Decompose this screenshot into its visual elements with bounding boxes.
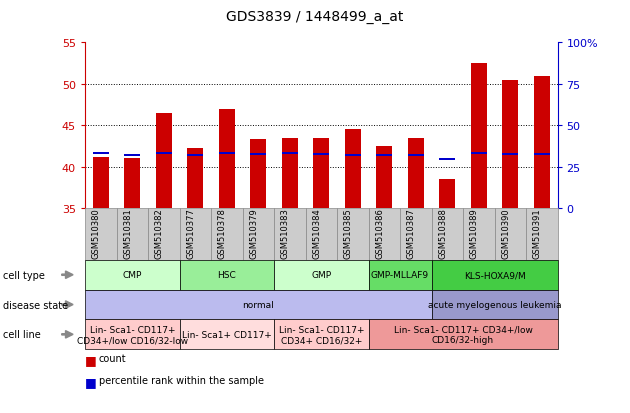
Text: GSM510384: GSM510384: [312, 207, 321, 258]
Text: GSM510385: GSM510385: [344, 207, 353, 258]
Text: GSM510387: GSM510387: [407, 207, 416, 258]
Bar: [313, 138, 329, 209]
Text: cell type: cell type: [3, 270, 45, 280]
Text: GSM510377: GSM510377: [186, 207, 195, 258]
Text: CMP: CMP: [123, 271, 142, 280]
Text: ■: ■: [85, 375, 97, 388]
Bar: [250, 140, 266, 209]
Bar: [313, 154, 329, 156]
Bar: [93, 153, 109, 155]
Text: GSM510388: GSM510388: [438, 207, 447, 258]
Bar: [188, 154, 203, 157]
Bar: [439, 159, 455, 161]
Bar: [219, 153, 234, 155]
Bar: [345, 154, 360, 157]
Bar: [408, 138, 423, 209]
Text: GSM510390: GSM510390: [501, 208, 510, 258]
Bar: [376, 154, 392, 157]
Bar: [502, 154, 518, 156]
Text: GSM510380: GSM510380: [92, 207, 101, 258]
Bar: [534, 154, 549, 156]
Text: normal: normal: [243, 300, 274, 309]
Text: GSM510389: GSM510389: [470, 207, 479, 258]
Text: HSC: HSC: [217, 271, 236, 280]
Text: Lin- Sca1+ CD117+: Lin- Sca1+ CD117+: [182, 330, 272, 339]
Bar: [345, 130, 360, 209]
Text: GMP-MLLAF9: GMP-MLLAF9: [371, 271, 429, 280]
Text: GSM510386: GSM510386: [375, 207, 384, 258]
Text: GSM510379: GSM510379: [249, 207, 258, 258]
Bar: [534, 76, 549, 209]
Bar: [93, 157, 109, 209]
Bar: [502, 81, 518, 209]
Text: cell line: cell line: [3, 330, 41, 339]
Bar: [282, 138, 297, 209]
Bar: [156, 153, 171, 155]
Bar: [408, 154, 423, 157]
Text: Lin- Sca1- CD117+
CD34+ CD16/32+: Lin- Sca1- CD117+ CD34+ CD16/32+: [278, 325, 364, 344]
Bar: [125, 154, 140, 157]
Text: GSM510378: GSM510378: [218, 207, 227, 258]
Bar: [250, 154, 266, 156]
Text: Lin- Sca1- CD117+ CD34+/low
CD16/32-high: Lin- Sca1- CD117+ CD34+/low CD16/32-high: [394, 325, 532, 344]
Bar: [471, 153, 486, 155]
Text: KLS-HOXA9/M: KLS-HOXA9/M: [464, 271, 525, 280]
Bar: [219, 109, 234, 209]
Text: disease state: disease state: [3, 300, 68, 310]
Bar: [125, 159, 140, 209]
Text: GSM510383: GSM510383: [281, 207, 290, 258]
Text: percentile rank within the sample: percentile rank within the sample: [99, 375, 264, 385]
Bar: [282, 153, 297, 155]
Text: GSM510381: GSM510381: [123, 207, 132, 258]
Bar: [188, 149, 203, 209]
Text: GMP: GMP: [311, 271, 331, 280]
Text: acute myelogenous leukemia: acute myelogenous leukemia: [428, 300, 561, 309]
Bar: [471, 64, 486, 209]
Bar: [156, 114, 171, 209]
Text: count: count: [99, 354, 127, 363]
Text: GSM510382: GSM510382: [155, 207, 164, 258]
Text: ■: ■: [85, 354, 97, 366]
Text: Lin- Sca1- CD117+
CD34+/low CD16/32-low: Lin- Sca1- CD117+ CD34+/low CD16/32-low: [77, 325, 188, 344]
Bar: [376, 147, 392, 209]
Bar: [439, 180, 455, 209]
Text: GDS3839 / 1448499_a_at: GDS3839 / 1448499_a_at: [226, 10, 404, 24]
Text: GSM510391: GSM510391: [533, 208, 542, 258]
